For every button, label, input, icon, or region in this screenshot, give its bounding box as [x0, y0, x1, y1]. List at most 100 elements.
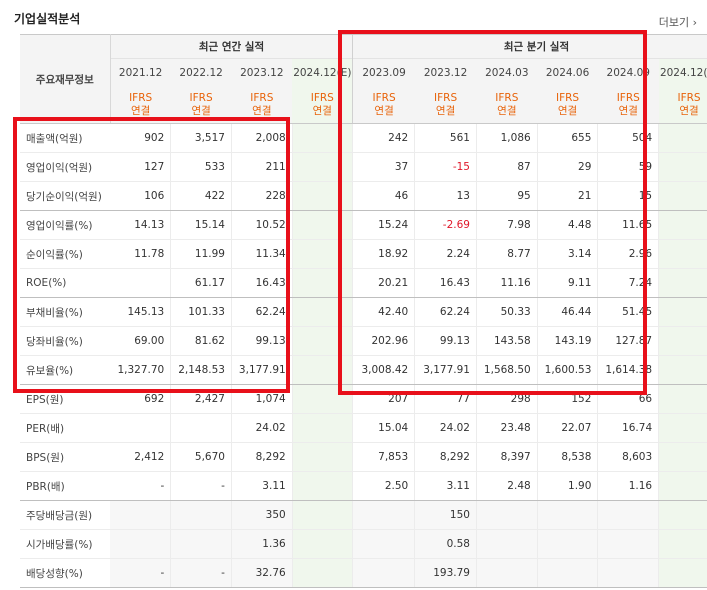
- annual-value: 3,177.91: [231, 355, 293, 385]
- annual-value: 211: [231, 152, 293, 182]
- annual-value: [292, 268, 354, 298]
- table-row: BPS(원) 2,412 5,670 8,292 7,853 8,292 8,397 8,53…: [20, 442, 707, 472]
- annual-value: 32.76: [231, 558, 293, 588]
- annual-value: [292, 181, 354, 211]
- table-row: 영업이익(억원) 127 533 211 37 -15 87 29 59: [20, 152, 707, 182]
- annual-value: -: [110, 471, 172, 501]
- ifrs-label: IFRS 연결: [537, 86, 598, 124]
- table-header: 주요재무정보 최근 연간 실적 최근 분기 실적 2021.12 2022.12 2…: [20, 34, 707, 124]
- annual-value: [170, 413, 232, 443]
- quarter-value: 1.90: [537, 471, 599, 501]
- quarter-value: 7,853: [352, 442, 416, 472]
- quarter-value: 11.16: [476, 268, 538, 298]
- quarter-value: [658, 123, 707, 153]
- row-label: BPS(원): [20, 442, 111, 472]
- quarter-value: 143.19: [537, 326, 599, 356]
- annual-value: 15.14: [170, 210, 232, 240]
- quarter-value: 2.24: [414, 239, 477, 269]
- ifrs-top-text: IFRS: [616, 91, 640, 104]
- more-link[interactable]: 더보기 ›: [658, 16, 697, 29]
- quarter-value: 42.40: [352, 297, 416, 327]
- annual-value: [292, 471, 354, 501]
- quarter-value: 15.04: [352, 413, 416, 443]
- row-label: 배당성향(%): [20, 558, 111, 588]
- row-label: 매출액(억원): [20, 123, 111, 153]
- annual-value: 99.13: [231, 326, 293, 356]
- ifrs-label: IFRS 연결: [110, 86, 171, 124]
- annual-value: 2,008: [231, 123, 293, 153]
- annual-value: [292, 558, 354, 588]
- ifrs-top-text: IFRS: [434, 91, 458, 104]
- annual-value: 61.17: [170, 268, 232, 298]
- annual-group-header: 최근 연간 실적: [110, 34, 353, 59]
- annual-value: -: [170, 471, 232, 501]
- quarter-value: [658, 152, 707, 182]
- quarter-value: 24.02: [414, 413, 477, 443]
- quarter-value: 11.65: [597, 210, 660, 240]
- annual-value: 62.24: [231, 297, 293, 327]
- quarter-value: [476, 500, 538, 530]
- row-label: PER(배): [20, 413, 111, 443]
- annual-value: [110, 413, 172, 443]
- ifrs-label: IFRS 연결: [292, 86, 353, 124]
- row-label: 영업이익률(%): [20, 210, 111, 240]
- quarter-value: 1.16: [597, 471, 660, 501]
- quarter-value: -2.69: [414, 210, 477, 240]
- annual-value: [292, 500, 354, 530]
- quarter-value: 143.58: [476, 326, 538, 356]
- quarter-value: [597, 529, 660, 559]
- quarter-value: [537, 529, 599, 559]
- annual-value: 1.36: [231, 529, 293, 559]
- quarter-value: 504: [597, 123, 660, 153]
- row-label: 주당배당금(원): [20, 500, 111, 530]
- quarter-value: [658, 442, 707, 472]
- quarter-value: 20.21: [352, 268, 416, 298]
- quarter-group-header: 최근 분기 실적: [352, 34, 707, 59]
- annual-value: 16.43: [231, 268, 293, 298]
- quarter-value: [658, 500, 707, 530]
- quarter-value: 16.74: [597, 413, 660, 443]
- annual-value: 1,327.70: [110, 355, 172, 385]
- quarter-value: 3,008.42: [352, 355, 416, 385]
- quarter-value: 59: [597, 152, 660, 182]
- quarter-value: [597, 558, 660, 588]
- annual-value: [170, 500, 232, 530]
- quarter-value: 99.13: [414, 326, 477, 356]
- annual-value: 106: [110, 181, 172, 211]
- quarter-value: [352, 500, 416, 530]
- row-label: PBR(배): [20, 471, 111, 501]
- quarter-value: 22.07: [537, 413, 599, 443]
- quarter-value: -15: [414, 152, 477, 182]
- row-label: 시가배당률(%): [20, 529, 111, 559]
- annual-value: [110, 500, 172, 530]
- ifrs-bottom-text: 연결: [252, 104, 272, 117]
- period-header: 2023.12: [414, 58, 477, 87]
- quarter-value: 9.11: [537, 268, 599, 298]
- period-header: 2023.09: [352, 58, 415, 87]
- quarter-value: 50.33: [476, 297, 538, 327]
- quarter-value: 150: [414, 500, 477, 530]
- annual-value: [292, 413, 354, 443]
- annual-value: 2,412: [110, 442, 172, 472]
- table-row: ROE(%) 61.17 16.43 20.21 16.43 11.16 9.11 7.24: [20, 268, 707, 298]
- quarter-value: [658, 471, 707, 501]
- quarter-value: [658, 558, 707, 588]
- table-row: 시가배당률(%) 1.36 0.58: [20, 529, 707, 559]
- row-label: 당기순이익(억원): [20, 181, 111, 211]
- annual-value: [292, 210, 354, 240]
- ifrs-label: IFRS 연결: [658, 86, 707, 124]
- quarter-value: 8,397: [476, 442, 538, 472]
- annual-value: 902: [110, 123, 172, 153]
- quarter-value: 8,603: [597, 442, 660, 472]
- annual-value: 24.02: [231, 413, 293, 443]
- annual-value: 228: [231, 181, 293, 211]
- annual-value: [170, 529, 232, 559]
- quarter-value: [658, 413, 707, 443]
- ifrs-label: IFRS 연결: [231, 86, 293, 124]
- quarter-value: 127.87: [597, 326, 660, 356]
- table-row: PBR(배) - -3.11 2.50 3.11 2.48 1.90 1.16: [20, 471, 707, 501]
- quarter-value: [537, 500, 599, 530]
- ifrs-top-text: IFRS: [555, 91, 580, 104]
- quarter-value: 655: [537, 123, 599, 153]
- quarter-value: 1,568.50: [476, 355, 538, 385]
